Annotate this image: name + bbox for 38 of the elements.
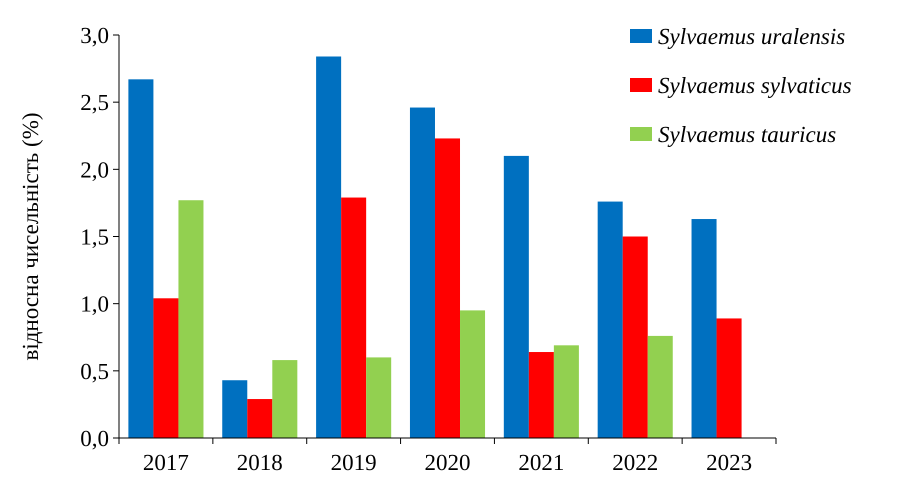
y-tick-label: 3,0: [80, 23, 109, 48]
y-tick-label: 1,5: [80, 224, 109, 250]
y-tick-label: 2,5: [80, 90, 109, 116]
x-tick-label: 2018: [236, 450, 283, 475]
legend-label: Sylvaemus uralensis: [658, 24, 846, 50]
bar: [153, 298, 178, 438]
x-tick-label: 2020: [424, 450, 470, 475]
x-tick-label: 2019: [330, 450, 377, 475]
bar: [716, 318, 742, 438]
legend-label: Sylvaemus tauricus: [658, 122, 836, 148]
y-tick-label: 0,5: [80, 358, 109, 384]
y-axis-title: відносна чисельність (%): [18, 112, 43, 361]
y-tick-label: 0,0: [80, 426, 109, 452]
bar: [178, 200, 204, 438]
bar: [341, 198, 366, 438]
bar: [648, 336, 673, 438]
bar: [272, 360, 298, 438]
bar: [528, 352, 554, 438]
bar: [598, 202, 623, 438]
x-tick-label: 2021: [518, 450, 564, 475]
x-tick-label: 2017: [142, 450, 189, 475]
bar: [316, 56, 342, 438]
bar: [247, 399, 272, 438]
bar: [222, 380, 248, 438]
bar: [554, 345, 579, 438]
bar: [460, 310, 486, 438]
legend-label: Sylvaemus sylvaticus: [658, 73, 852, 98]
bar: [410, 108, 435, 438]
bar: [504, 156, 529, 438]
bar: [692, 219, 717, 438]
bar: [622, 236, 648, 438]
x-tick-label: 2022: [612, 450, 658, 475]
y-tick-label: 2,0: [80, 157, 109, 182]
bar: [366, 357, 392, 438]
y-tick-label: 1,0: [80, 292, 109, 317]
bar: [434, 138, 460, 438]
bar: [128, 79, 154, 438]
x-tick-label: 2023: [706, 450, 752, 475]
